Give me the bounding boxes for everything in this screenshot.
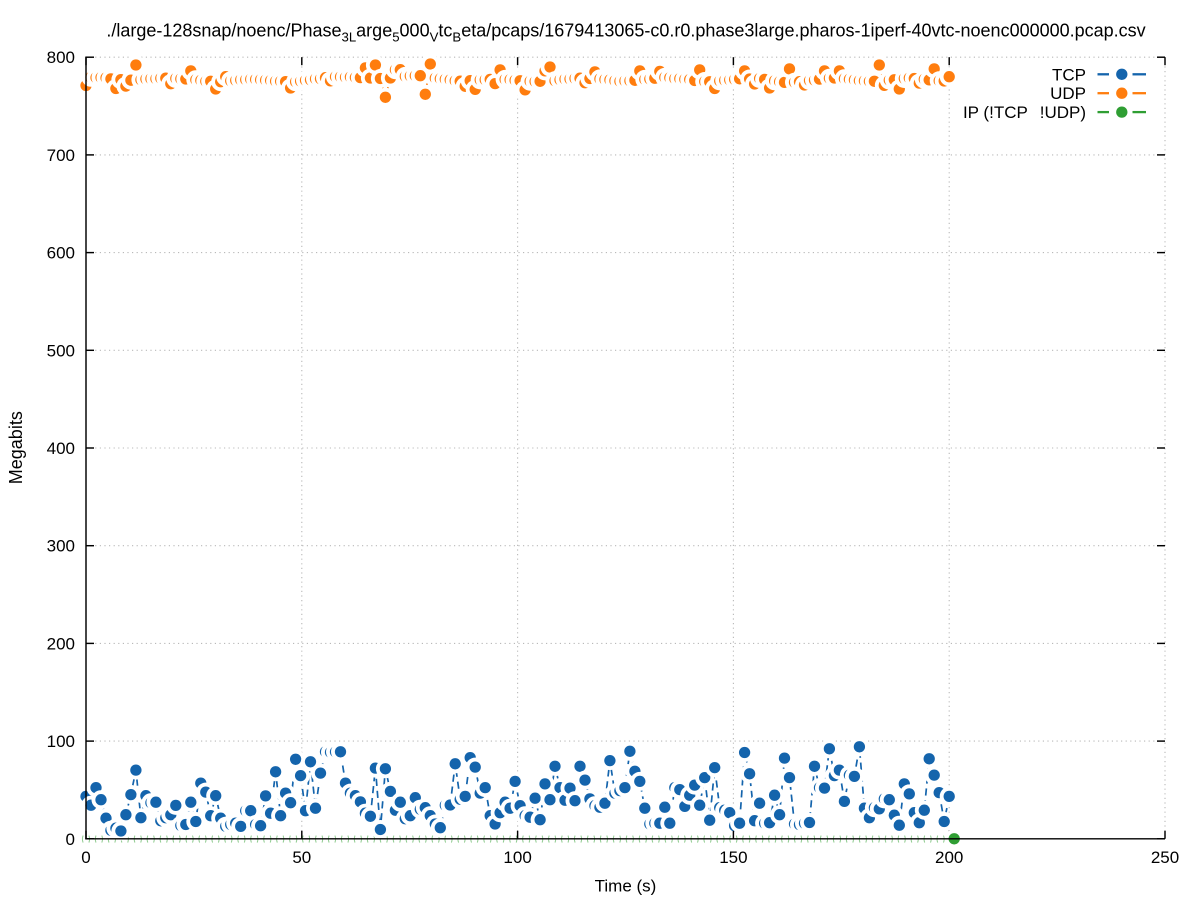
svg-text:200: 200	[47, 634, 75, 653]
svg-text:0: 0	[66, 830, 75, 849]
svg-text:UDP: UDP	[1050, 84, 1086, 103]
svg-text:300: 300	[47, 537, 75, 556]
svg-text:400: 400	[47, 439, 75, 458]
svg-text:700: 700	[47, 146, 75, 165]
svg-text:100: 100	[503, 848, 531, 867]
svg-text:0: 0	[81, 848, 90, 867]
svg-text:600: 600	[47, 244, 75, 263]
svg-text:IP (!TCP !UDP): IP (!TCP !UDP)	[963, 103, 1086, 122]
svg-text:Megabits: Megabits	[6, 411, 26, 484]
svg-text:TCP: TCP	[1052, 65, 1086, 84]
svg-text:500: 500	[47, 341, 75, 360]
svg-text:200: 200	[935, 848, 963, 867]
svg-text:100: 100	[47, 732, 75, 751]
svg-text:250: 250	[1151, 848, 1179, 867]
svg-text:50: 50	[292, 848, 311, 867]
svg-text:Time (s): Time (s)	[595, 877, 657, 896]
svg-text:150: 150	[719, 848, 747, 867]
svg-text:./large-128snap/noenc/Phase3La: ./large-128snap/noenc/Phase3Large5000Vtc…	[106, 21, 1145, 45]
svg-text:800: 800	[47, 48, 75, 67]
